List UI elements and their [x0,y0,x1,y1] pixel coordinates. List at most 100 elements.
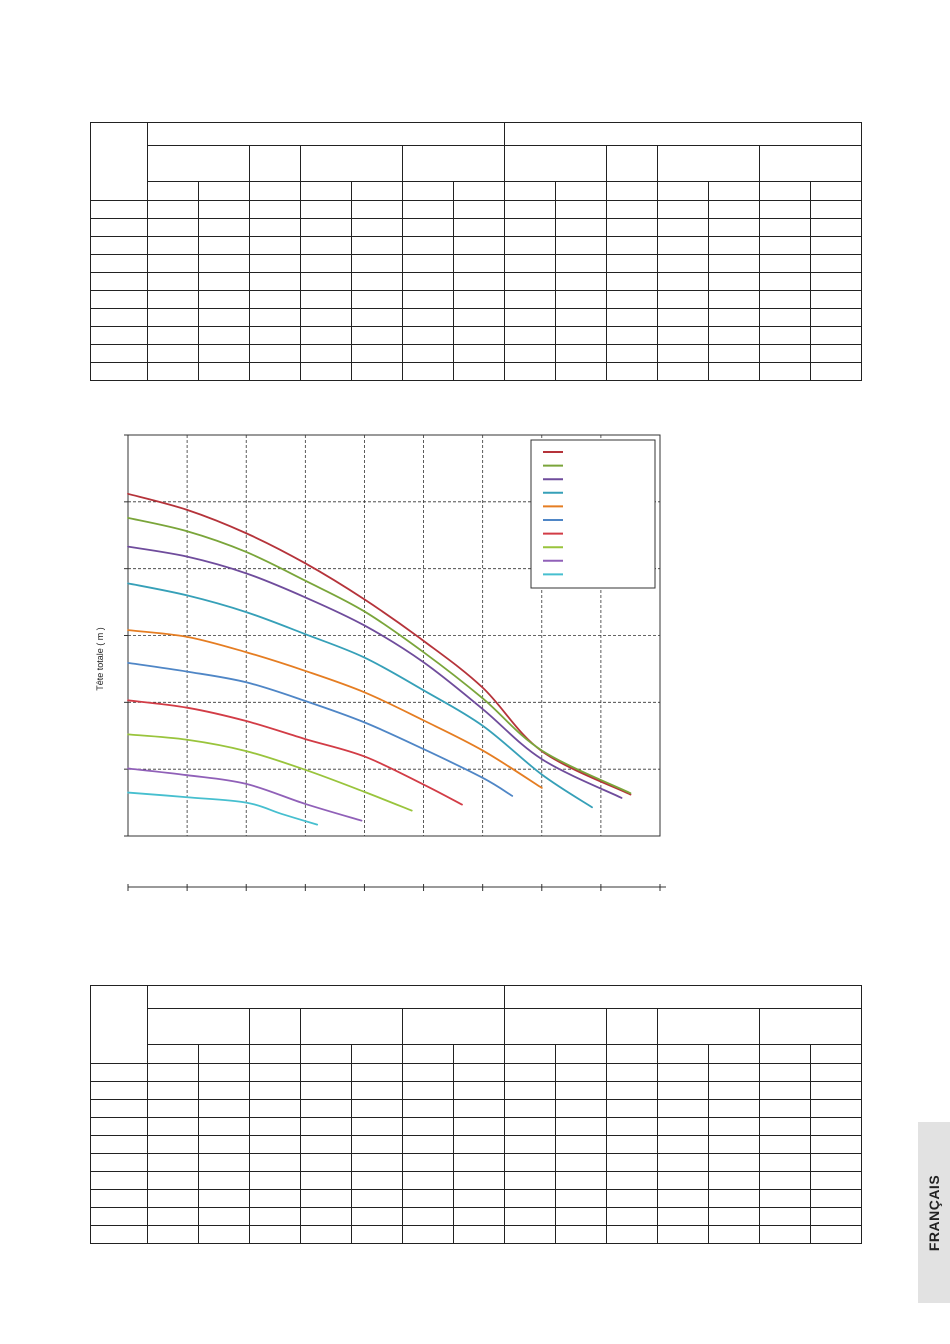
series-line-4 [127,582,593,809]
table-cell [402,1081,454,1100]
language-tab[interactable]: FRANÇAIS [918,1122,950,1303]
table-row [90,308,863,327]
table-cell [452,1117,506,1136]
table-row [90,1081,863,1100]
table-cell [198,1099,250,1118]
table-cell [606,1117,659,1136]
table-column-header [657,1044,710,1064]
table-cell [555,1135,608,1154]
table-cell [147,1207,199,1226]
table-cell [504,1153,557,1172]
chart-legend [530,439,656,589]
table-cell [300,1171,352,1190]
table-cell [708,1153,761,1172]
table-cell [555,1081,608,1100]
table-cell [90,1153,148,1172]
table-cell [657,1189,710,1208]
table-cell [147,1135,199,1154]
table-row [90,1063,863,1082]
table-cell [147,1081,199,1100]
table-cell [249,1171,301,1190]
table-cell [708,1207,761,1226]
table-row [90,1225,863,1244]
table-cell [452,1135,506,1154]
language-tab-label: FRANÇAIS [926,1174,942,1251]
table-cell [606,1171,659,1190]
table-cell [810,1063,863,1082]
series-line-9 [127,767,363,822]
series-line-6 [127,662,514,797]
table-subgroup-header [759,145,863,182]
table-cell [555,1117,608,1136]
table-cell [147,1189,199,1208]
table-subgroup-header [300,1008,403,1045]
series-line-5 [127,629,543,789]
table-cell [351,1063,403,1082]
table-cell [402,1117,454,1136]
table-cell [300,1117,352,1136]
table-cell [759,1171,812,1190]
table-cell [198,1135,250,1154]
table-cell [90,1171,148,1190]
table-cell [606,1099,659,1118]
table-cell [555,1189,608,1208]
table-cell [708,1099,761,1118]
table-cell [452,1189,506,1208]
table-cell [198,1189,250,1208]
series-line-10 [127,791,319,826]
table-cell [708,1117,761,1136]
chart-axis [124,434,666,891]
table-cell [810,1225,863,1244]
table-column-header [708,1044,761,1064]
table-row [90,200,863,219]
table-cell [504,1099,557,1118]
table-row [90,1189,863,1208]
table-corner-cell [90,122,148,201]
table-row [90,1207,863,1226]
series-line-8 [127,733,413,812]
table-column-header [351,1044,403,1064]
table-cell [452,1171,506,1190]
table-subgroup-header [606,145,659,182]
table-cell [351,1189,403,1208]
table-cell [810,1189,863,1208]
table-cell [90,1225,148,1244]
table-cell [759,1081,812,1100]
table-cell [198,1153,250,1172]
table-cell [452,362,506,381]
table-cell [300,1153,352,1172]
table-cell [759,1063,812,1082]
table-column-header [249,1044,301,1064]
table-cell [90,1081,148,1100]
legend-box [530,439,656,589]
table-cell [300,1225,352,1244]
table-cell [810,1081,863,1100]
table-row [90,218,863,237]
table-cell [90,1099,148,1118]
table-subgroup-header [147,1008,250,1045]
table-cell [90,1207,148,1226]
table-column-header [147,1044,199,1064]
table-group-header [504,122,863,146]
table-cell [249,1063,301,1082]
table-cell [657,1171,710,1190]
table-cell [555,1207,608,1226]
table-row [90,362,863,381]
table-column-header [606,1044,659,1064]
table-row [90,254,863,273]
table-cell [351,1207,403,1226]
y-axis-label: Tête totale ( m ) [95,627,105,691]
table-cell [759,1153,812,1172]
table-cell [300,1081,352,1100]
table-header-row [90,985,863,1064]
table-column-header [555,1044,608,1064]
table-cell [759,1099,812,1118]
table-column-header [759,1044,812,1064]
table-cell [759,1135,812,1154]
table-subgroup-header [504,1008,608,1045]
table-cell [657,1081,710,1100]
table-cell [606,1153,659,1172]
table-header-row [91,145,863,182]
series-line-7 [127,699,463,806]
table-cell [351,1081,403,1100]
